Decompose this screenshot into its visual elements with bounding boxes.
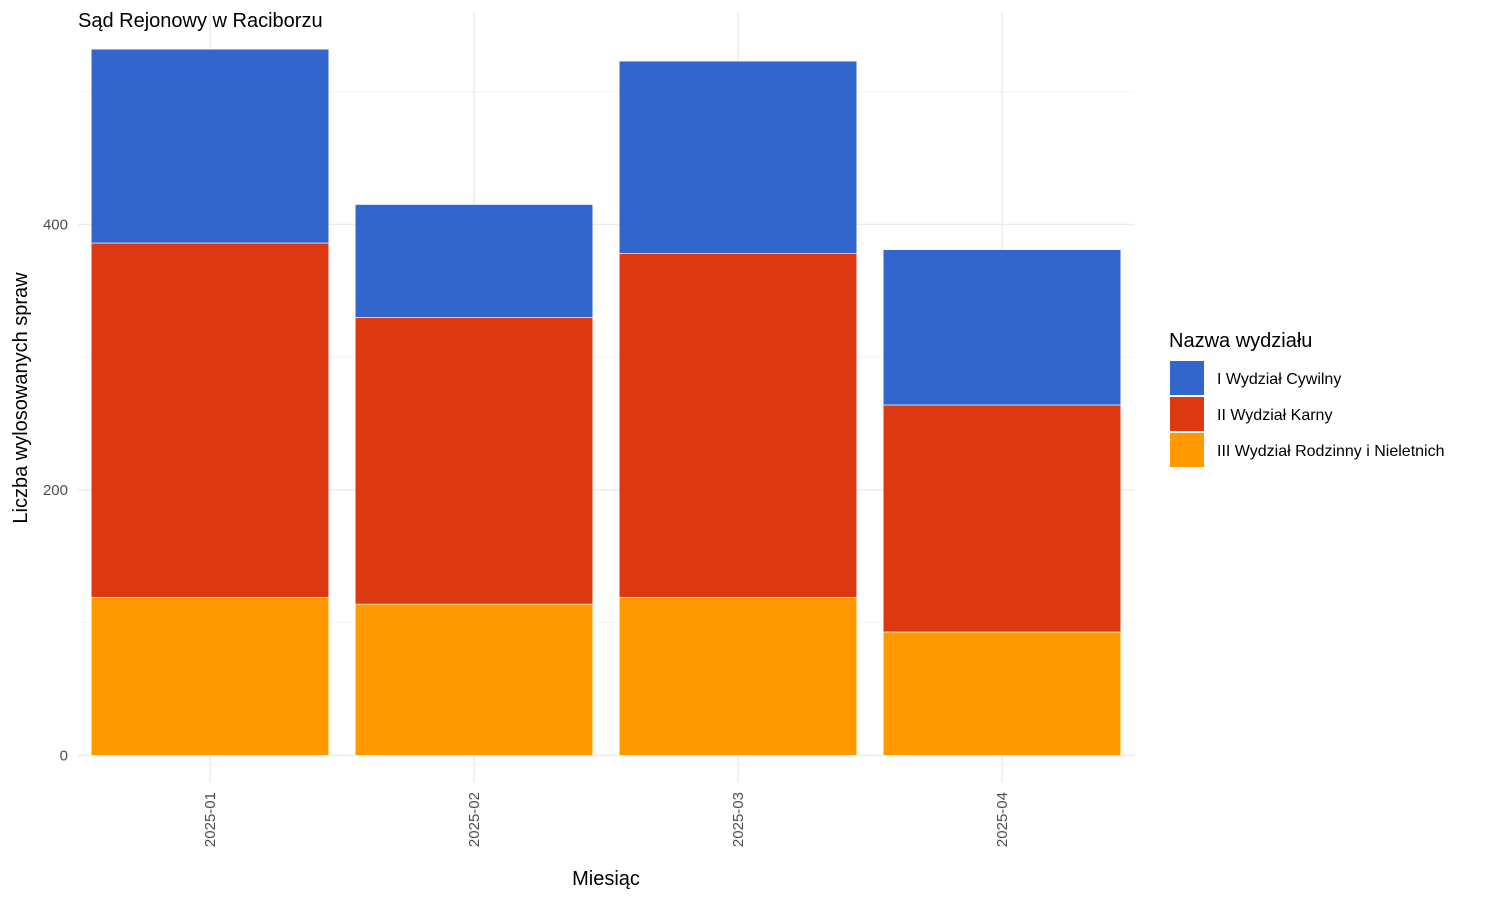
legend-key bbox=[1170, 433, 1204, 467]
bar-segment bbox=[90, 242, 330, 598]
x-tick-label: 2025-03 bbox=[730, 792, 747, 847]
x-tick-label: 2025-02 bbox=[466, 792, 483, 847]
legend-key bbox=[1170, 361, 1204, 395]
y-tick-label: 200 bbox=[43, 482, 68, 499]
bar-segment bbox=[354, 317, 594, 605]
legend-label: I Wydział Cywilny bbox=[1217, 371, 1341, 388]
bar-segment bbox=[90, 597, 330, 756]
y-tick-label: 0 bbox=[60, 747, 68, 764]
bar-segment bbox=[882, 404, 1122, 633]
x-tick-label: 2025-01 bbox=[202, 792, 219, 847]
bar-segment bbox=[618, 597, 858, 756]
legend-items: I Wydział Cywilny II Wydział Karny III Wyd… bbox=[1170, 361, 1445, 467]
bar-segment bbox=[882, 631, 1122, 756]
y-axis-title: Liczba wylosowanych spraw bbox=[10, 272, 32, 524]
chart-title: Sąd Rejonowy w Raciborzu bbox=[78, 10, 323, 32]
bar-segment bbox=[90, 48, 330, 244]
y-axis-ticks: 0 200 400 bbox=[43, 216, 68, 764]
bar-segment bbox=[882, 249, 1122, 406]
legend: Nazwa wydziału I Wydział Cywilny II Wydzi… bbox=[1169, 330, 1445, 467]
legend-label: II Wydział Karny bbox=[1217, 407, 1332, 424]
bars bbox=[90, 48, 1122, 756]
x-axis-ticks: 2025-01 2025-02 2025-03 2025-04 bbox=[202, 792, 1011, 847]
bar-segment bbox=[354, 603, 594, 756]
bar-segment bbox=[354, 204, 594, 318]
bar-segment bbox=[618, 253, 858, 598]
legend-title: Nazwa wydziału bbox=[1169, 330, 1312, 352]
legend-key bbox=[1170, 397, 1204, 431]
legend-label: III Wydział Rodzinny i Nieletnich bbox=[1217, 443, 1445, 460]
x-tick-label: 2025-04 bbox=[994, 792, 1011, 847]
bar-segment bbox=[618, 60, 858, 254]
x-axis-title: Miesiąc bbox=[572, 868, 640, 890]
y-tick-label: 400 bbox=[43, 216, 68, 233]
